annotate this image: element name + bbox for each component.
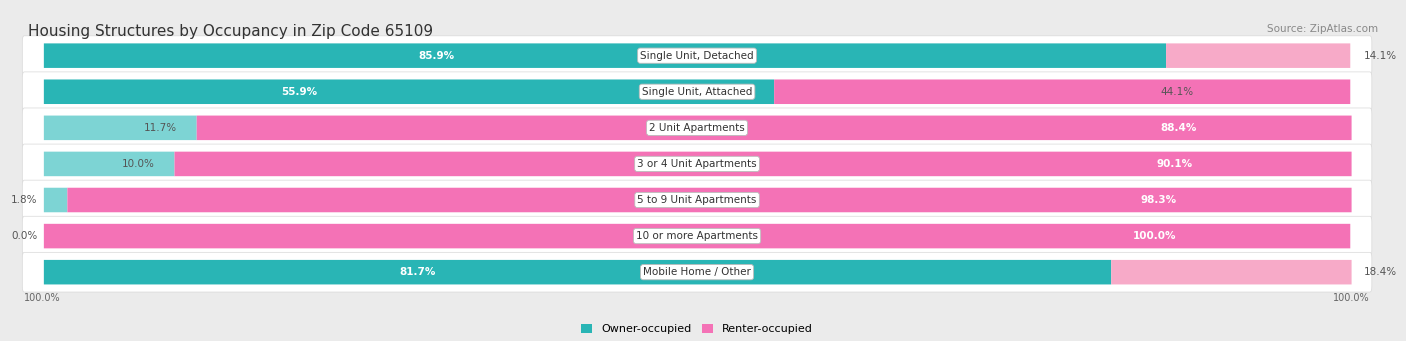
Text: 3 or 4 Unit Apartments: 3 or 4 Unit Apartments xyxy=(637,159,756,169)
Text: Mobile Home / Other: Mobile Home / Other xyxy=(643,267,751,277)
FancyBboxPatch shape xyxy=(44,260,1111,284)
FancyBboxPatch shape xyxy=(1166,43,1350,68)
FancyBboxPatch shape xyxy=(44,152,174,176)
Text: 5 to 9 Unit Apartments: 5 to 9 Unit Apartments xyxy=(637,195,756,205)
Text: 2 Unit Apartments: 2 Unit Apartments xyxy=(650,123,745,133)
FancyBboxPatch shape xyxy=(67,188,1351,212)
Text: Single Unit, Detached: Single Unit, Detached xyxy=(640,51,754,61)
FancyBboxPatch shape xyxy=(44,188,67,212)
Text: Single Unit, Attached: Single Unit, Attached xyxy=(643,87,752,97)
Text: 18.4%: 18.4% xyxy=(1364,267,1396,277)
Text: 85.9%: 85.9% xyxy=(419,51,454,61)
Text: 100.0%: 100.0% xyxy=(1133,231,1175,241)
Text: 0.0%: 0.0% xyxy=(11,231,38,241)
FancyBboxPatch shape xyxy=(44,116,197,140)
FancyBboxPatch shape xyxy=(775,79,1350,104)
FancyBboxPatch shape xyxy=(22,72,1372,112)
Text: Housing Structures by Occupancy in Zip Code 65109: Housing Structures by Occupancy in Zip C… xyxy=(28,24,433,39)
Text: 98.3%: 98.3% xyxy=(1140,195,1177,205)
Text: 81.7%: 81.7% xyxy=(399,267,436,277)
Text: 100.0%: 100.0% xyxy=(24,293,60,303)
Text: 11.7%: 11.7% xyxy=(143,123,177,133)
Text: 10 or more Apartments: 10 or more Apartments xyxy=(636,231,758,241)
FancyBboxPatch shape xyxy=(22,252,1372,292)
FancyBboxPatch shape xyxy=(197,116,1351,140)
Text: 90.1%: 90.1% xyxy=(1157,159,1194,169)
Text: 10.0%: 10.0% xyxy=(122,159,155,169)
FancyBboxPatch shape xyxy=(22,36,1372,75)
Text: 100.0%: 100.0% xyxy=(1333,293,1369,303)
Legend: Owner-occupied, Renter-occupied: Owner-occupied, Renter-occupied xyxy=(576,320,818,339)
FancyBboxPatch shape xyxy=(22,180,1372,220)
Text: 1.8%: 1.8% xyxy=(11,195,38,205)
Text: 55.9%: 55.9% xyxy=(281,87,318,97)
FancyBboxPatch shape xyxy=(22,144,1372,184)
Text: Source: ZipAtlas.com: Source: ZipAtlas.com xyxy=(1267,24,1378,34)
FancyBboxPatch shape xyxy=(174,152,1351,176)
Text: 44.1%: 44.1% xyxy=(1161,87,1194,97)
FancyBboxPatch shape xyxy=(22,108,1372,148)
FancyBboxPatch shape xyxy=(1111,260,1351,284)
FancyBboxPatch shape xyxy=(44,224,1350,248)
Text: 14.1%: 14.1% xyxy=(1364,51,1396,61)
Text: 88.4%: 88.4% xyxy=(1160,123,1197,133)
FancyBboxPatch shape xyxy=(22,216,1372,256)
FancyBboxPatch shape xyxy=(44,43,1166,68)
FancyBboxPatch shape xyxy=(44,79,775,104)
